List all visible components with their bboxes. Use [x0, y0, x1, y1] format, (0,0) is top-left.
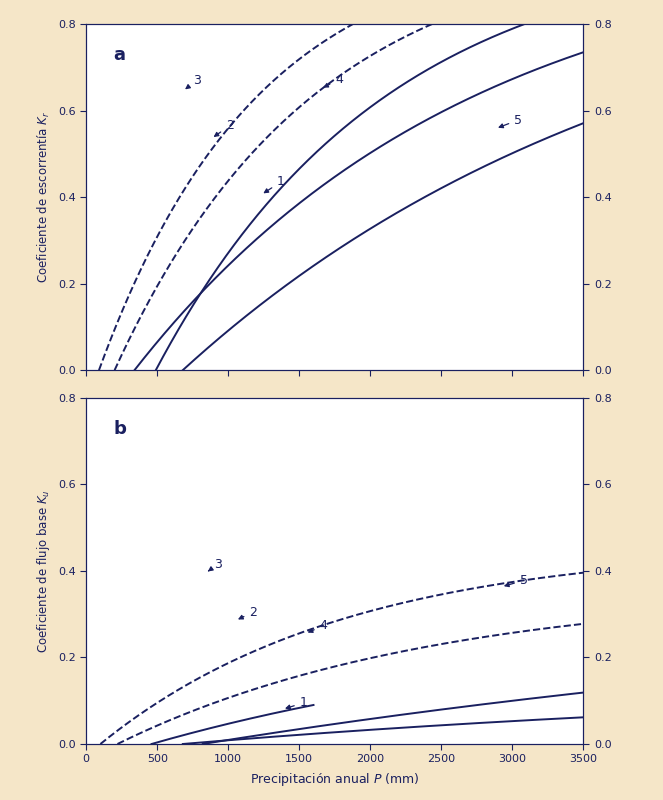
- Text: 5: 5: [505, 574, 528, 587]
- Y-axis label: Coeficiente de flujo base $K_u$: Coeficiente de flujo base $K_u$: [35, 489, 52, 653]
- Text: 3: 3: [208, 558, 221, 571]
- Text: 4: 4: [324, 73, 343, 87]
- Text: 4: 4: [309, 619, 328, 632]
- Y-axis label: Coeficiente de escorrentía $K_r$: Coeficiente de escorrentía $K_r$: [36, 111, 52, 283]
- Text: 5: 5: [499, 114, 522, 128]
- Text: 3: 3: [186, 74, 201, 89]
- Text: b: b: [113, 420, 127, 438]
- Text: 2: 2: [215, 119, 233, 136]
- Text: 1: 1: [286, 696, 308, 710]
- Text: 2: 2: [239, 606, 257, 619]
- X-axis label: Precipitación anual $P$ (mm): Precipitación anual $P$ (mm): [250, 771, 420, 788]
- Text: a: a: [113, 46, 125, 64]
- Text: 1: 1: [265, 175, 285, 193]
